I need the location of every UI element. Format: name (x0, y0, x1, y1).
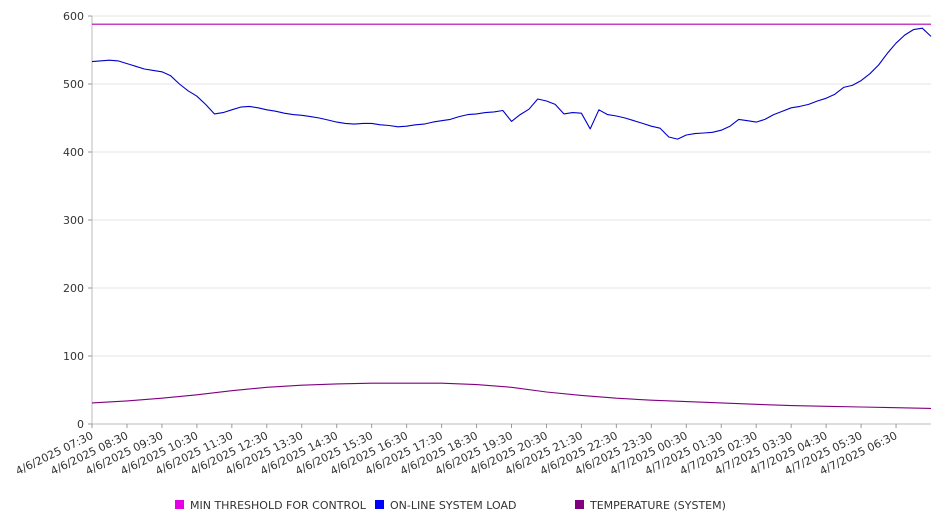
grid-lines (92, 15, 931, 357)
y-tick-label-500: 500 (63, 78, 84, 91)
legend-label-2: TEMPERATURE (SYSTEM) (589, 499, 726, 512)
y-axis-ticks: 0 100 200 300 400 500 600 (63, 10, 92, 431)
y-tick-label-600: 600 (63, 10, 84, 23)
y-tick-label-0: 0 (77, 418, 84, 431)
y-tick-label-300: 300 (63, 214, 84, 227)
legend-swatch-2 (575, 500, 584, 509)
y-tick-label-100: 100 (63, 350, 84, 363)
series-line-1 (91, 27, 932, 140)
series-lines (91, 23, 932, 409)
legend-swatch-1 (375, 500, 384, 509)
y-tick-label-200: 200 (63, 282, 84, 295)
legend-swatch-0 (175, 500, 184, 509)
series-line-2 (91, 382, 932, 409)
x-axis-ticks: 4/6/2025 07:304/6/2025 08:304/6/2025 09:… (14, 424, 899, 478)
legend-label-0: MIN THRESHOLD FOR CONTROL (190, 499, 367, 512)
y-tick-label-400: 400 (63, 146, 84, 159)
legend: MIN THRESHOLD FOR CONTROL ON-LINE SYSTEM … (175, 499, 726, 512)
legend-label-1: ON-LINE SYSTEM LOAD (390, 499, 516, 512)
